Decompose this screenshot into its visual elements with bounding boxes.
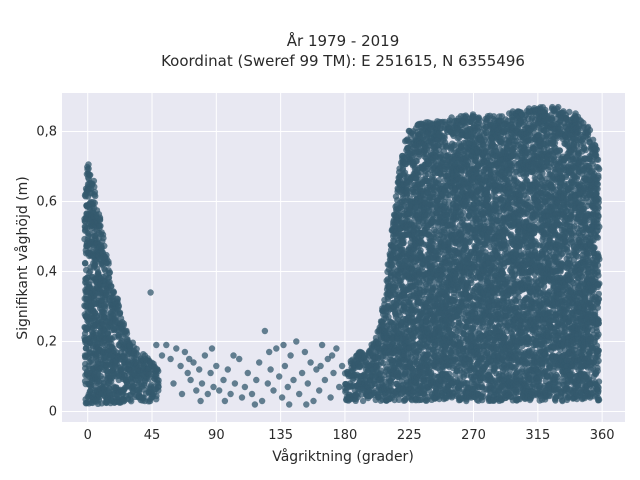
- scatter-point: [82, 260, 89, 267]
- scatter-point: [155, 377, 162, 384]
- scatter-point: [92, 192, 99, 200]
- scatter-point: [113, 295, 121, 302]
- scatter-point: [96, 216, 104, 223]
- scatter-point: [102, 305, 109, 312]
- scatter-point: [89, 359, 96, 366]
- scatter-point: [123, 330, 131, 337]
- scatter-point: [120, 320, 128, 327]
- scatter-point: [106, 269, 114, 276]
- scatter-point: [90, 177, 98, 185]
- scatter-point: [468, 279, 475, 287]
- scatter-points: [81, 103, 603, 408]
- scatter-point: [91, 183, 98, 190]
- scatter-point: [460, 209, 467, 217]
- scatter-point: [91, 199, 99, 207]
- chart-title-line1: År 1979 - 2019: [287, 31, 400, 50]
- scatter-point: [86, 268, 94, 275]
- scatter-point: [441, 134, 448, 141]
- scatter-point: [155, 383, 162, 391]
- scatter-point: [101, 310, 109, 317]
- scatter-point: [155, 367, 162, 375]
- scatter-point: [105, 260, 112, 267]
- scatter-point: [87, 171, 94, 179]
- chart-title-line2: Koordinat (Sweref 99 TM): E 251615, N 63…: [161, 52, 525, 70]
- scatter-point: [115, 303, 122, 311]
- scatter-point: [97, 222, 104, 230]
- scatter-point: [435, 176, 443, 184]
- scatter-point: [110, 289, 118, 296]
- scatter-point: [476, 117, 483, 124]
- scatter-point: [100, 234, 107, 242]
- scatter-point: [101, 242, 108, 250]
- scatter-point: [85, 165, 92, 172]
